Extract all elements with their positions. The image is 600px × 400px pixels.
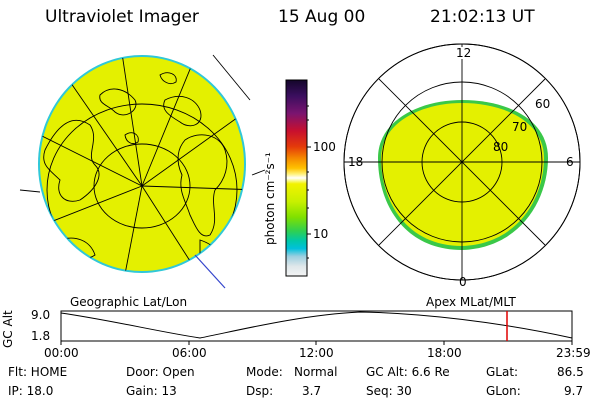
gc-alt-info: GC Alt: 6.6 Re xyxy=(366,365,450,379)
polar-plot xyxy=(343,43,581,281)
time-label: 21:02:13 UT xyxy=(430,7,535,27)
altitude-xtick-0: 00:00 xyxy=(44,346,79,360)
glon-value: 9.7 xyxy=(564,384,584,398)
gain-info: Gain: 13 xyxy=(126,384,177,398)
dsp-value: 3.7 xyxy=(302,384,322,398)
seq-info: Seq: 30 xyxy=(366,384,412,398)
mode-label: Mode: xyxy=(246,365,283,379)
geographic-image xyxy=(19,54,266,289)
altitude-xtick-2: 12:00 xyxy=(299,346,334,360)
glon-label: GLon: xyxy=(486,384,521,398)
altitude-ytick-bottom: 1.8 xyxy=(31,329,51,343)
lat-circle-outer xyxy=(46,103,238,272)
mlt-label-18: 18 xyxy=(348,155,364,169)
glat-label: GLat: xyxy=(486,365,519,379)
altitude-xtick-4: 23:59 xyxy=(556,346,591,360)
glat-value: 86.5 xyxy=(557,365,584,379)
altitude-plot xyxy=(60,310,573,345)
altitude-ytick-top: 9.0 xyxy=(31,308,51,322)
altitude-xtick-1: 06:00 xyxy=(172,346,207,360)
left-panel-label: Geographic Lat/Lon xyxy=(70,295,188,309)
app-title: Ultraviolet Imager xyxy=(45,7,199,27)
mode-value: Normal xyxy=(294,365,338,379)
right-panel-label: Apex MLat/MLT xyxy=(426,295,516,309)
altitude-ylabel: GC Alt xyxy=(1,310,15,348)
mlat-label-60: 60 xyxy=(535,97,551,111)
altitude-xtick-3: 18:00 xyxy=(427,346,462,360)
flight-info: Flt: HOME xyxy=(8,365,68,379)
colorbar-unit-label: photon cm⁻²s⁻¹ xyxy=(263,152,277,245)
mlat-label-80: 80 xyxy=(493,140,509,154)
colorbar xyxy=(285,79,311,277)
mlt-label-6: 6 xyxy=(566,155,574,169)
colorbar-tick-10: 10 xyxy=(313,227,329,241)
date-label: 15 Aug 00 xyxy=(278,7,366,27)
mlat-label-70: 70 xyxy=(512,120,528,134)
colorbar-tick-100: 100 xyxy=(313,140,336,154)
ip-info: IP: 18.0 xyxy=(8,384,54,398)
dsp-label: Dsp: xyxy=(246,384,274,398)
mlt-label-12: 12 xyxy=(456,46,472,60)
lat-circle-inner xyxy=(93,143,191,229)
mlt-label-0: 0 xyxy=(459,275,467,289)
door-info: Door: Open xyxy=(126,365,195,379)
